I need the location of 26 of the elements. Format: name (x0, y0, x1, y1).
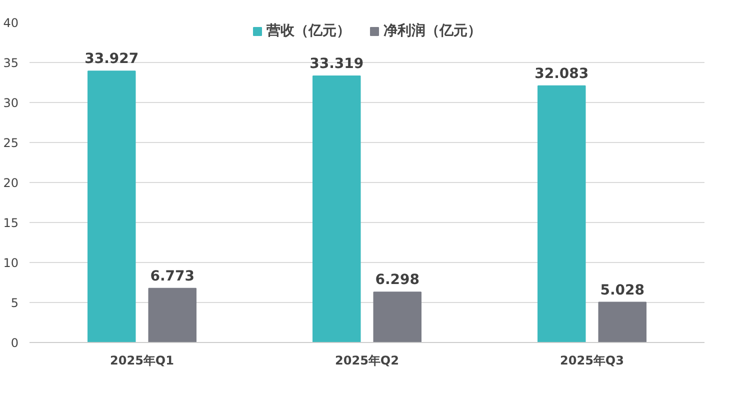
bar (88, 70, 136, 342)
data-label: 6.298 (375, 272, 420, 288)
bar (538, 85, 586, 342)
y-tick-label: 25 (3, 136, 19, 150)
legend-label: 净利润（亿元） (384, 22, 482, 40)
y-tick-label: 40 (3, 16, 19, 30)
y-tick-label: 10 (3, 256, 19, 270)
x-tick-label: 2025年Q3 (560, 354, 624, 368)
bar (312, 75, 361, 342)
bar (148, 288, 196, 342)
y-tick-label: 0 (10, 336, 19, 350)
y-tick-label: 30 (3, 96, 19, 110)
x-tick-label: 2025年Q1 (110, 354, 174, 368)
y-tick-label: 35 (3, 56, 19, 70)
y-tick-label: 20 (3, 176, 19, 190)
legend-label: 营收（亿元） (266, 22, 350, 40)
data-label: 33.927 (84, 51, 139, 68)
data-label: 33.319 (310, 56, 364, 72)
bar (373, 292, 422, 342)
x-tick-label: 2025年Q2 (335, 354, 399, 368)
data-label: 32.083 (534, 66, 589, 82)
y-tick-label: 15 (3, 216, 19, 230)
data-label: 5.028 (600, 282, 645, 298)
y-tick-label: 5 (10, 296, 19, 310)
data-label: 6.773 (150, 268, 195, 284)
bar (598, 302, 646, 342)
